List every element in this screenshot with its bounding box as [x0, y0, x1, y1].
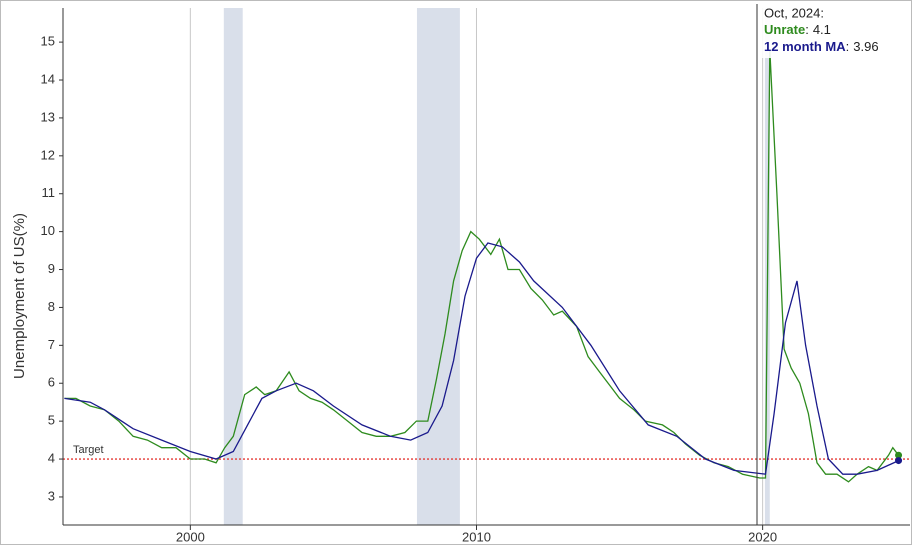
y-tick-label: 12 [41, 147, 55, 162]
x-tick-label: 2010 [462, 529, 491, 544]
target-label: Target [73, 444, 104, 456]
x-tick-label: 2000 [176, 529, 205, 544]
line-series [64, 49, 900, 483]
tooltip-separator: : [805, 22, 809, 37]
y-tick-label: 5 [48, 413, 55, 428]
tooltip-box [759, 4, 879, 58]
tooltip-value: 4.1 [813, 22, 831, 37]
line-series [64, 242, 899, 475]
y-tick-label: 4 [48, 450, 55, 465]
tooltip-series-name: 12 month MA [764, 39, 846, 54]
y-tick-label: 13 [41, 109, 55, 124]
tooltip-value: 3.96 [853, 39, 878, 54]
end-marker [895, 457, 903, 465]
recession-band [223, 8, 243, 525]
y-tick-label: 6 [48, 375, 55, 390]
y-tick-label: 11 [42, 185, 56, 200]
x-tick-label: 2020 [748, 529, 777, 544]
end-marker [895, 451, 903, 459]
y-tick-label: 7 [48, 337, 55, 352]
y-axis-label: Unemployment of US(%) [11, 213, 28, 379]
y-tick-label: 9 [48, 261, 55, 276]
tooltip-row: 12 month MA: 3.96 [764, 39, 879, 54]
y-tick-label: 10 [41, 223, 55, 238]
y-tick-label: 3 [48, 488, 55, 503]
y-tick-label: 14 [41, 71, 55, 86]
tooltip-series-name: Unrate [764, 22, 805, 37]
tooltip-separator: : [846, 39, 850, 54]
tooltip-title: Oct, 2024: [764, 5, 824, 20]
recession-band [416, 8, 460, 525]
tooltip-row: Unrate: 4.1 [764, 22, 831, 37]
y-tick-label: 15 [41, 34, 55, 49]
y-tick-label: 8 [48, 299, 55, 314]
